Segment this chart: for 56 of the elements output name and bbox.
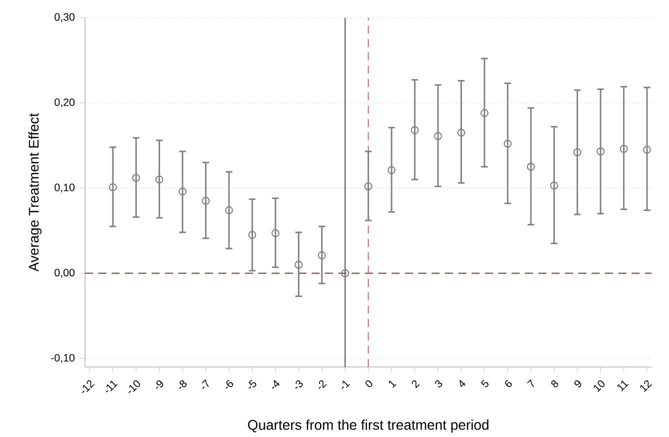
point xyxy=(504,140,512,148)
point xyxy=(526,162,535,171)
x-tick-label: 9 xyxy=(574,380,582,388)
point xyxy=(248,230,256,239)
point xyxy=(155,176,164,184)
x-tick-label: -2 xyxy=(318,380,327,389)
point xyxy=(271,229,280,238)
y-tick-label: -0,10 xyxy=(51,354,75,363)
x-tick-label: 11 xyxy=(618,380,629,392)
x-tick-label: -9 xyxy=(156,380,164,389)
point xyxy=(410,126,419,134)
x-tick-label: 5 xyxy=(480,380,488,388)
x-axis-title: Quarters from the first treatment period xyxy=(248,420,488,433)
point xyxy=(620,144,628,153)
x-tick-label: -8 xyxy=(179,380,187,389)
y-tick-label: 0,30 xyxy=(54,13,75,22)
point xyxy=(224,206,233,214)
x-tick-label: -4 xyxy=(272,380,280,389)
point xyxy=(643,146,652,154)
x-tick-label: -3 xyxy=(295,380,303,389)
x-tick-label: -5 xyxy=(248,380,256,389)
x-tick-label: -11 xyxy=(106,380,118,392)
x-tick-label: -10 xyxy=(128,380,140,394)
point xyxy=(364,182,372,190)
point xyxy=(202,196,210,205)
point xyxy=(178,187,187,196)
point xyxy=(388,166,396,174)
point xyxy=(550,181,558,190)
point xyxy=(318,251,326,260)
x-tick-label: 4 xyxy=(460,380,466,388)
point xyxy=(434,132,442,140)
x-tick-label: -1 xyxy=(342,380,350,389)
point xyxy=(341,269,350,278)
point xyxy=(480,109,488,118)
point xyxy=(108,183,117,192)
y-tick-label: 0,10 xyxy=(54,184,75,192)
point xyxy=(132,174,140,182)
x-tick-label: -12 xyxy=(82,380,95,394)
y-tick-label: 0,00 xyxy=(54,268,75,278)
y-tick-label: 0,20 xyxy=(54,98,75,108)
point xyxy=(573,148,582,156)
x-tick-label: -7 xyxy=(202,379,209,389)
x-tick-label: 7 xyxy=(527,379,534,388)
point xyxy=(596,147,605,156)
x-tick-label: 6 xyxy=(505,380,512,388)
x-tick-label: 0 xyxy=(365,380,372,388)
x-tick-label: 2 xyxy=(412,380,420,388)
x-tick-label: 10 xyxy=(594,380,605,392)
x-tick-label: -6 xyxy=(226,380,234,389)
x-tick-label: 8 xyxy=(551,380,558,388)
point xyxy=(457,128,466,137)
x-tick-label: 12 xyxy=(640,380,652,392)
y-axis-title: Average Treatment Effect xyxy=(28,113,42,272)
x-tick-label: 1 xyxy=(388,380,396,388)
x-tick-label: 3 xyxy=(435,380,442,388)
point xyxy=(294,260,303,269)
